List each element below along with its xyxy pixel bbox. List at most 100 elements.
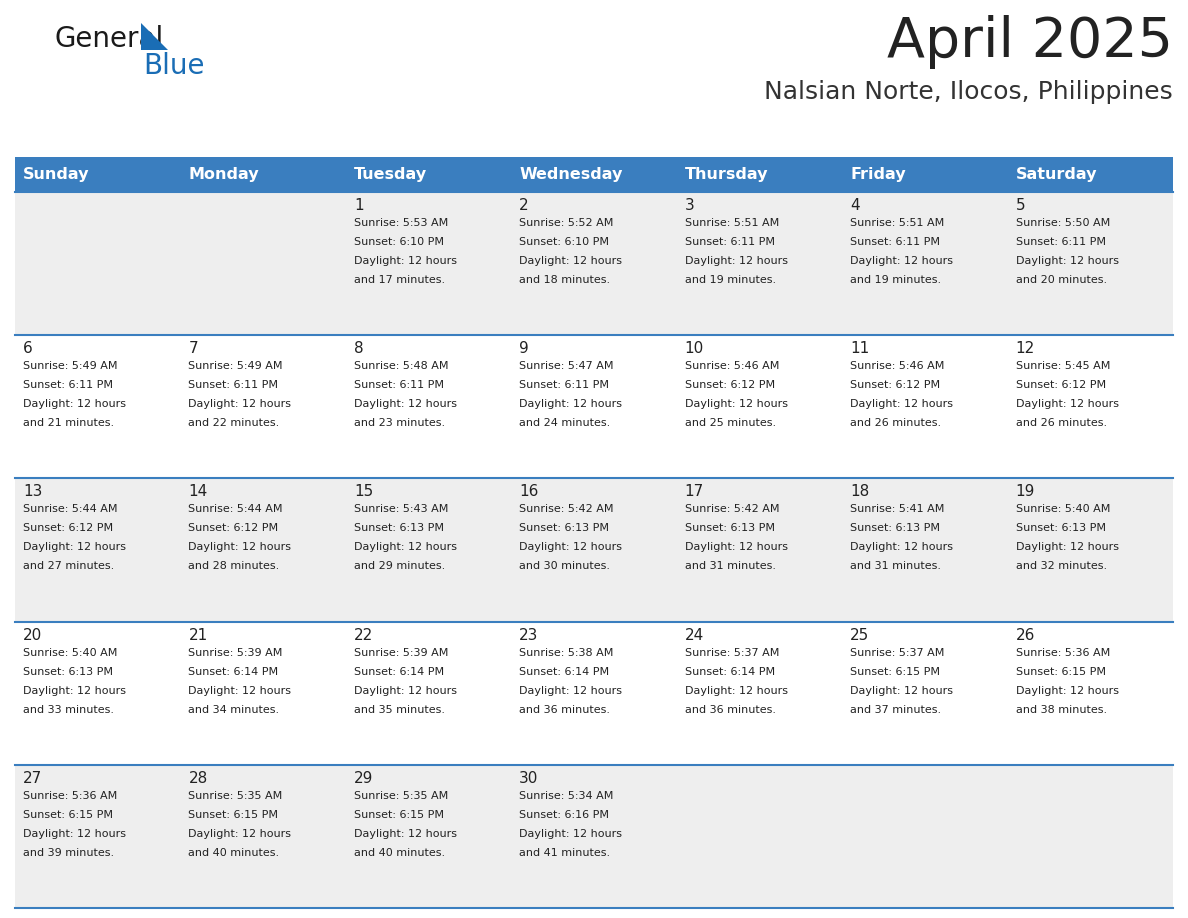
Text: 19: 19 bbox=[1016, 485, 1035, 499]
Text: Sunrise: 5:49 AM: Sunrise: 5:49 AM bbox=[23, 361, 118, 371]
Text: Sunrise: 5:46 AM: Sunrise: 5:46 AM bbox=[851, 361, 944, 371]
Bar bbox=[511, 765, 677, 908]
Text: Sunrise: 5:40 AM: Sunrise: 5:40 AM bbox=[23, 647, 118, 657]
Text: 28: 28 bbox=[189, 771, 208, 786]
Text: 9: 9 bbox=[519, 341, 529, 356]
Text: Sunrise: 5:39 AM: Sunrise: 5:39 AM bbox=[189, 647, 283, 657]
Text: and 17 minutes.: and 17 minutes. bbox=[354, 275, 446, 285]
Bar bbox=[1007, 765, 1173, 908]
Bar bbox=[842, 478, 1007, 621]
Text: Sunset: 6:13 PM: Sunset: 6:13 PM bbox=[684, 523, 775, 533]
Text: 24: 24 bbox=[684, 628, 704, 643]
Bar bbox=[842, 157, 1007, 192]
Text: Daylight: 12 hours: Daylight: 12 hours bbox=[851, 686, 953, 696]
Bar bbox=[15, 192, 181, 335]
Text: 2: 2 bbox=[519, 198, 529, 213]
Text: Sunset: 6:14 PM: Sunset: 6:14 PM bbox=[519, 666, 609, 677]
Text: Daylight: 12 hours: Daylight: 12 hours bbox=[23, 399, 126, 409]
Bar bbox=[346, 157, 511, 192]
Text: Daylight: 12 hours: Daylight: 12 hours bbox=[23, 543, 126, 553]
Bar bbox=[181, 192, 346, 335]
Bar bbox=[1007, 157, 1173, 192]
Bar bbox=[511, 157, 677, 192]
Text: and 40 minutes.: and 40 minutes. bbox=[189, 848, 279, 857]
Text: Daylight: 12 hours: Daylight: 12 hours bbox=[684, 543, 788, 553]
Text: Daylight: 12 hours: Daylight: 12 hours bbox=[684, 256, 788, 266]
Bar bbox=[15, 765, 181, 908]
Text: 22: 22 bbox=[354, 628, 373, 643]
Bar bbox=[511, 478, 677, 621]
Bar bbox=[842, 621, 1007, 765]
Text: Sunrise: 5:37 AM: Sunrise: 5:37 AM bbox=[851, 647, 944, 657]
Text: Daylight: 12 hours: Daylight: 12 hours bbox=[519, 686, 623, 696]
Text: Daylight: 12 hours: Daylight: 12 hours bbox=[684, 399, 788, 409]
Text: 3: 3 bbox=[684, 198, 695, 213]
Text: Sunrise: 5:44 AM: Sunrise: 5:44 AM bbox=[189, 504, 283, 514]
Text: Sunset: 6:11 PM: Sunset: 6:11 PM bbox=[23, 380, 113, 390]
Bar bbox=[181, 157, 346, 192]
Text: and 25 minutes.: and 25 minutes. bbox=[684, 419, 776, 428]
Text: and 26 minutes.: and 26 minutes. bbox=[1016, 419, 1107, 428]
Text: and 35 minutes.: and 35 minutes. bbox=[354, 705, 444, 714]
Text: Saturday: Saturday bbox=[1016, 167, 1097, 182]
Bar bbox=[511, 192, 677, 335]
Text: and 19 minutes.: and 19 minutes. bbox=[851, 275, 941, 285]
Text: Sunset: 6:11 PM: Sunset: 6:11 PM bbox=[189, 380, 278, 390]
Text: and 40 minutes.: and 40 minutes. bbox=[354, 848, 446, 857]
Text: 20: 20 bbox=[23, 628, 43, 643]
Text: and 38 minutes.: and 38 minutes. bbox=[1016, 705, 1107, 714]
Text: Daylight: 12 hours: Daylight: 12 hours bbox=[519, 256, 623, 266]
Text: Sunset: 6:15 PM: Sunset: 6:15 PM bbox=[23, 810, 113, 820]
Text: Sunset: 6:15 PM: Sunset: 6:15 PM bbox=[851, 666, 940, 677]
Text: 14: 14 bbox=[189, 485, 208, 499]
Text: Daylight: 12 hours: Daylight: 12 hours bbox=[354, 686, 457, 696]
Text: Sunrise: 5:40 AM: Sunrise: 5:40 AM bbox=[1016, 504, 1110, 514]
Text: and 26 minutes.: and 26 minutes. bbox=[851, 419, 941, 428]
Text: and 28 minutes.: and 28 minutes. bbox=[189, 562, 279, 571]
Text: Sunset: 6:13 PM: Sunset: 6:13 PM bbox=[354, 523, 444, 533]
Text: Sunday: Sunday bbox=[23, 167, 89, 182]
Polygon shape bbox=[141, 23, 168, 50]
Text: April 2025: April 2025 bbox=[887, 15, 1173, 69]
Text: 23: 23 bbox=[519, 628, 538, 643]
Text: Sunset: 6:12 PM: Sunset: 6:12 PM bbox=[23, 523, 113, 533]
Text: 12: 12 bbox=[1016, 341, 1035, 356]
Bar bbox=[15, 478, 181, 621]
Text: Sunrise: 5:42 AM: Sunrise: 5:42 AM bbox=[519, 504, 614, 514]
Text: Daylight: 12 hours: Daylight: 12 hours bbox=[354, 543, 457, 553]
Bar bbox=[677, 765, 842, 908]
Text: Daylight: 12 hours: Daylight: 12 hours bbox=[1016, 256, 1119, 266]
Text: Sunrise: 5:42 AM: Sunrise: 5:42 AM bbox=[684, 504, 779, 514]
Bar bbox=[842, 335, 1007, 478]
Text: and 41 minutes.: and 41 minutes. bbox=[519, 848, 611, 857]
Text: and 18 minutes.: and 18 minutes. bbox=[519, 275, 611, 285]
Text: Sunrise: 5:43 AM: Sunrise: 5:43 AM bbox=[354, 504, 448, 514]
Text: 18: 18 bbox=[851, 485, 870, 499]
Text: 5: 5 bbox=[1016, 198, 1025, 213]
Bar bbox=[1007, 478, 1173, 621]
Text: Sunrise: 5:35 AM: Sunrise: 5:35 AM bbox=[354, 790, 448, 800]
Text: and 33 minutes.: and 33 minutes. bbox=[23, 705, 114, 714]
Text: Daylight: 12 hours: Daylight: 12 hours bbox=[189, 686, 291, 696]
Text: Sunrise: 5:46 AM: Sunrise: 5:46 AM bbox=[684, 361, 779, 371]
Text: Daylight: 12 hours: Daylight: 12 hours bbox=[23, 686, 126, 696]
Text: Sunset: 6:12 PM: Sunset: 6:12 PM bbox=[684, 380, 775, 390]
Text: Daylight: 12 hours: Daylight: 12 hours bbox=[1016, 543, 1119, 553]
Text: and 20 minutes.: and 20 minutes. bbox=[1016, 275, 1107, 285]
Bar bbox=[677, 621, 842, 765]
Text: Sunset: 6:15 PM: Sunset: 6:15 PM bbox=[354, 810, 444, 820]
Text: Sunrise: 5:45 AM: Sunrise: 5:45 AM bbox=[1016, 361, 1110, 371]
Text: and 32 minutes.: and 32 minutes. bbox=[1016, 562, 1107, 571]
Text: and 23 minutes.: and 23 minutes. bbox=[354, 419, 446, 428]
Text: Sunset: 6:11 PM: Sunset: 6:11 PM bbox=[851, 237, 940, 247]
Text: Daylight: 12 hours: Daylight: 12 hours bbox=[189, 543, 291, 553]
Bar bbox=[842, 765, 1007, 908]
Bar bbox=[1007, 621, 1173, 765]
Text: Nalsian Norte, Ilocos, Philippines: Nalsian Norte, Ilocos, Philippines bbox=[764, 80, 1173, 104]
Text: 15: 15 bbox=[354, 485, 373, 499]
Text: and 34 minutes.: and 34 minutes. bbox=[189, 705, 279, 714]
Bar bbox=[15, 621, 181, 765]
Text: Daylight: 12 hours: Daylight: 12 hours bbox=[189, 399, 291, 409]
Text: 10: 10 bbox=[684, 341, 704, 356]
Text: Sunset: 6:12 PM: Sunset: 6:12 PM bbox=[189, 523, 278, 533]
